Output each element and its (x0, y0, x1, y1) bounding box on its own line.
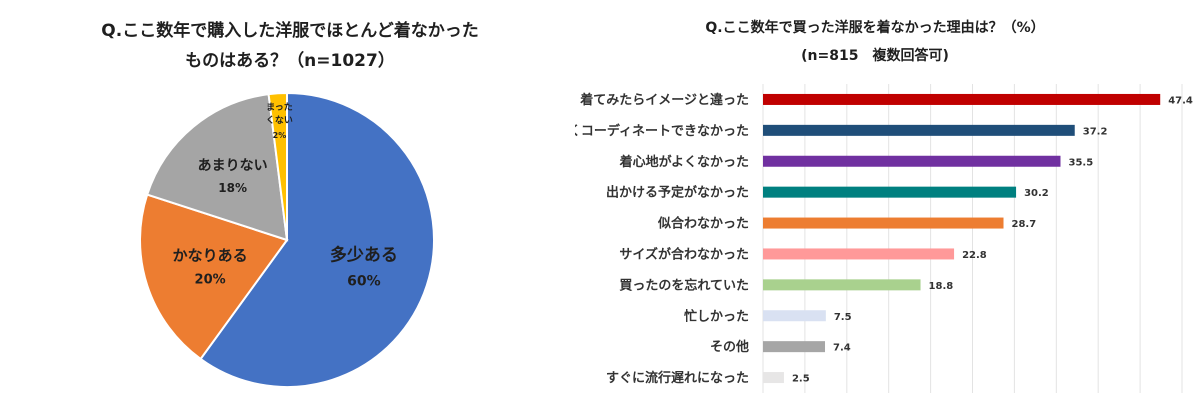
pie-slice-value: 2% (273, 131, 287, 140)
category-label: うまくコーディネートできなかった (575, 123, 749, 139)
pie-slice (145, 93, 289, 242)
bar (763, 186, 1017, 198)
bar-value-label: 47.4 (1168, 95, 1193, 106)
bar (763, 310, 826, 322)
bar-value-label: 37.2 (1083, 126, 1108, 137)
pie-title-line-2: ものはある？（n=1027） (185, 51, 395, 71)
pie-slice-value: 20% (195, 273, 226, 288)
category-label: その他 (710, 339, 749, 355)
category-label: サイズが合わなかった (619, 246, 749, 262)
bar (763, 372, 784, 384)
bar-value-label: 22.8 (962, 250, 987, 261)
category-label: すぐに流行遅れになった (606, 370, 749, 386)
pie-slice-label: あまりない (198, 158, 268, 174)
pie-slice-value: 18% (218, 181, 247, 195)
pie-title-line-1: Q.ここ数年で購入した洋服でほとんど着なかった (101, 21, 479, 41)
bar-value-label: 18.8 (929, 281, 954, 292)
bar (763, 93, 1161, 105)
pie-slice-label: 多少ある (330, 244, 398, 265)
bar-chart: 着てみたらイメージと違った 47.4 うまくコーディネートできなかった 37.2 着心地… (575, 84, 1193, 393)
bar-value-label: 7.4 (833, 343, 851, 354)
bar-value-label: 35.5 (1068, 157, 1093, 168)
bar-chart-title: Q.ここ数年で買った洋服を着なかった理由は？（%） (n=815 複数回答可) (595, 14, 1155, 70)
bar (763, 248, 955, 260)
pie-slice (139, 193, 289, 361)
bar (763, 341, 826, 353)
pie-slice-value: 60% (347, 273, 381, 289)
pie-slice-label: かなりある (173, 247, 248, 265)
category-label: 着てみたらイメージと違った (579, 92, 749, 108)
bar (763, 279, 921, 291)
bar-value-label: 7.5 (834, 312, 852, 323)
bar (763, 155, 1061, 167)
category-label: 出かける予定がなかった (606, 185, 749, 201)
bar-chart-panel: Q.ここ数年で買った洋服を着なかった理由は？（%） (n=815 複数回答可) … (575, 0, 1198, 404)
bar-value-label: 2.5 (792, 374, 810, 385)
pie-chart-panel: Q.ここ数年で購入した洋服でほとんど着なかった ものはある？（n=1027） 多… (0, 0, 575, 404)
pie-slice-label: くない (266, 115, 293, 126)
pie-slice (267, 91, 288, 241)
bar-value-label: 28.7 (1012, 219, 1037, 230)
bar-title-line-1: Q.ここ数年で買った洋服を着なかった理由は？（%） (705, 20, 1045, 36)
pie-slice-label: まった (266, 102, 293, 113)
bar-value-label: 30.2 (1024, 188, 1049, 199)
bar (763, 217, 1004, 229)
pie-chart-title: Q.ここ数年で購入した洋服でほとんど着なかった ものはある？（n=1027） (40, 16, 540, 76)
category-label: 忙しかった (684, 308, 749, 324)
category-label: 似合わなかった (657, 216, 749, 232)
bar (763, 124, 1075, 136)
bar-title-line-2: (n=815 複数回答可) (801, 48, 949, 64)
category-label: 着心地がよくなかった (619, 154, 749, 170)
pie-slice (199, 91, 435, 388)
category-label: 買ったのを忘れていた (619, 277, 749, 293)
